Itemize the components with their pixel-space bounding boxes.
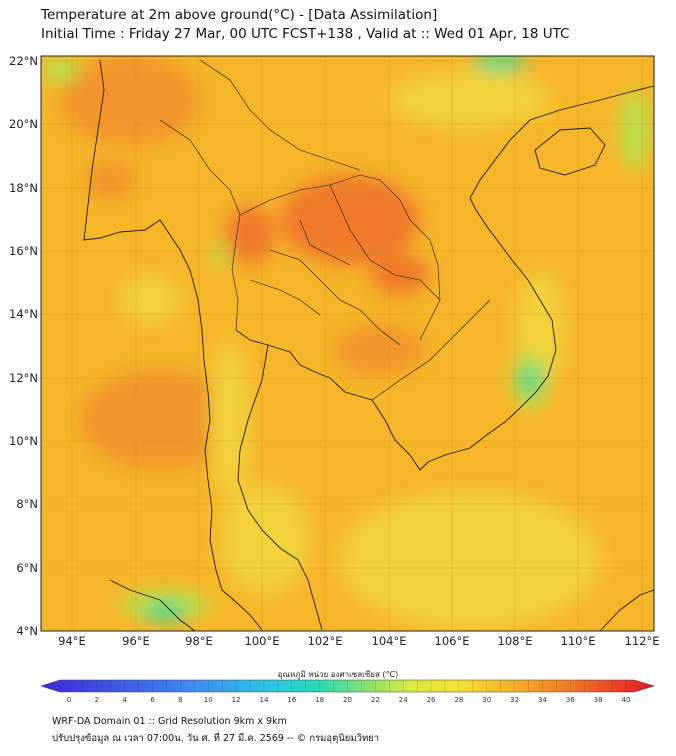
colorbar-tick-label: 38 bbox=[594, 696, 603, 704]
colorbar-gradient bbox=[40, 679, 656, 693]
latitude-label: 18°N bbox=[9, 181, 38, 195]
latitude-label: 20°N bbox=[9, 117, 38, 131]
colorbar-tick-label: 6 bbox=[150, 696, 155, 704]
longitude-label: 112°E bbox=[625, 634, 660, 648]
longitude-label: 104°E bbox=[372, 634, 407, 648]
longitude-label: 108°E bbox=[498, 634, 533, 648]
temperature-region-cool bbox=[620, 90, 650, 170]
colorbar-tick-label: 26 bbox=[427, 696, 436, 704]
country-borders bbox=[159, 59, 491, 401]
colorbar-ticks: 0 2 4 6 8 10 12 14 16 18 20 22 24 26 28 30 32 34 36 38 40 bbox=[67, 680, 631, 704]
temperature-region-hot bbox=[280, 175, 420, 265]
temperature-region-mild bbox=[390, 70, 550, 130]
temperature-field bbox=[41, 56, 654, 631]
temperature-region-cold bbox=[518, 366, 542, 394]
map-title: Temperature at 2m above ground(°C) - [Da… bbox=[41, 7, 438, 23]
colorbar-tick-label: 34 bbox=[538, 696, 547, 704]
longitude-label: 102°E bbox=[308, 634, 343, 648]
temperature-region-mild bbox=[220, 485, 310, 595]
latitude-label: 4°N bbox=[16, 624, 38, 638]
colorbar-label: อุณหภูมิ หน่วย องศาเซลเซียส (°C) bbox=[277, 670, 399, 679]
temperature-region-hot bbox=[225, 205, 275, 265]
longitude-labels: 94°E 96°E 98°E 100°E 102°E 104°E 106°E 108°E 110… bbox=[58, 634, 659, 648]
colorbar: 0 2 4 6 8 10 12 14 16 18 20 22 24 26 28 30 32 34 36 38 40 bbox=[40, 679, 656, 704]
temperature-region-cold bbox=[143, 602, 187, 622]
temperature-region-cool bbox=[212, 243, 228, 267]
latitude-label: 22°N bbox=[9, 54, 38, 68]
map-subtitle: Initial Time : Friday 27 Mar, 00 UTC FCS… bbox=[41, 26, 570, 42]
colorbar-tick-label: 8 bbox=[178, 696, 182, 704]
temperature-region-cool bbox=[41, 58, 80, 82]
plot-frame bbox=[40, 55, 655, 632]
temperature-region-mild bbox=[340, 490, 600, 630]
latitude-label: 10°N bbox=[9, 434, 38, 448]
colorbar-tick-label: 2 bbox=[95, 696, 99, 704]
longitude-label: 110°E bbox=[561, 634, 596, 648]
latitude-label: 6°N bbox=[16, 561, 38, 575]
temperature-region-warm bbox=[60, 56, 200, 145]
colorbar-tick-label: 20 bbox=[343, 696, 352, 704]
footer-model-info: WRF-DA Domain 01 :: Grid Resolution 9km … bbox=[52, 716, 287, 727]
longitude-label: 96°E bbox=[122, 634, 150, 648]
temperature-region-mild bbox=[210, 340, 250, 500]
colorbar-tick-label: 12 bbox=[232, 696, 241, 704]
temperature-region-warm bbox=[80, 370, 240, 470]
colorbar-tick-label: 32 bbox=[510, 696, 519, 704]
temperature-region-cold bbox=[472, 56, 528, 72]
colorbar-tick-label: 4 bbox=[122, 696, 127, 704]
colorbar-tick-label: 36 bbox=[566, 696, 575, 704]
colorbar-tick-label: 18 bbox=[315, 696, 324, 704]
latitude-labels: 22°N 20°N 18°N 16°N 14°N 12°N 10°N 8°N 6°N 4°N bbox=[9, 54, 38, 638]
latitude-label: 14°N bbox=[9, 307, 38, 321]
colorbar-tick-label: 22 bbox=[371, 696, 380, 704]
footer-update-info: ปรับปรุงข้อมูล ณ เวลา 07:00น. วัน ศ. ที่… bbox=[52, 733, 380, 744]
latitude-label: 12°N bbox=[9, 371, 38, 385]
longitude-label: 100°E bbox=[245, 634, 280, 648]
colorbar-tick-label: 0 bbox=[67, 696, 71, 704]
latitude-label: 16°N bbox=[9, 244, 38, 258]
latitude-label: 8°N bbox=[16, 497, 38, 511]
longitude-label: 94°E bbox=[58, 634, 86, 648]
temperature-region-warm bbox=[335, 325, 425, 375]
temperature-region-hot bbox=[370, 255, 430, 295]
colorbar-tick-label: 40 bbox=[622, 696, 631, 704]
colorbar-tick-label: 16 bbox=[287, 696, 296, 704]
temperature-region-warm bbox=[85, 160, 135, 200]
colorbar-tick-label: 28 bbox=[454, 696, 463, 704]
colorbar-tick-label: 30 bbox=[482, 696, 491, 704]
colorbar-tick-label: 10 bbox=[204, 696, 213, 704]
coastlines bbox=[83, 59, 655, 632]
longitude-label: 98°E bbox=[185, 634, 213, 648]
temperature-region-mild bbox=[120, 275, 180, 325]
colorbar-tick-label: 14 bbox=[259, 696, 268, 704]
colorbar-tick-label: 24 bbox=[399, 696, 408, 704]
longitude-label: 106°E bbox=[435, 634, 470, 648]
